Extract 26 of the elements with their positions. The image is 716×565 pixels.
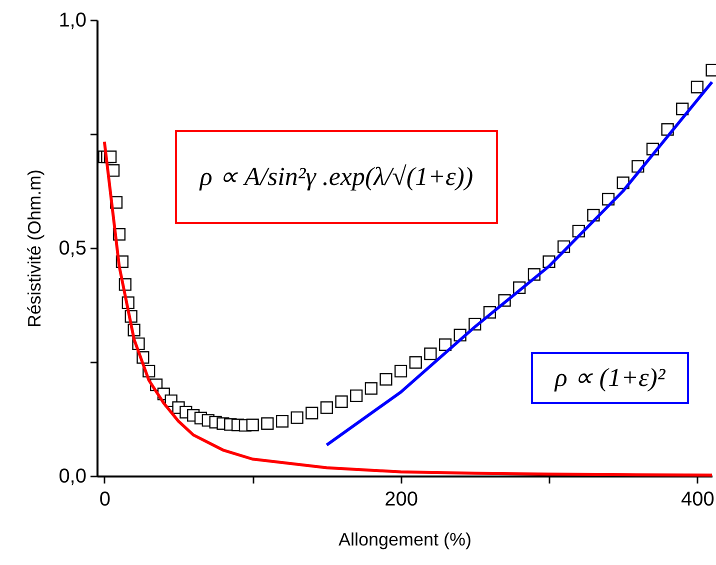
annotation: ρ ∝ (1+ε)² xyxy=(554,363,666,392)
x-axis-title: Allongement (%) xyxy=(338,530,472,550)
line-series xyxy=(102,140,714,477)
y-axis-title: Résistivité (Ohm.m) xyxy=(24,169,45,328)
point xyxy=(290,411,304,424)
point xyxy=(306,406,318,420)
y-tick-label: 0,5 xyxy=(58,238,86,260)
point xyxy=(335,395,348,408)
point xyxy=(690,80,704,94)
y-tick-label: 1,0 xyxy=(58,10,86,32)
x-tick-label: 400 xyxy=(680,488,714,510)
x-tick-label: 200 xyxy=(384,488,418,510)
point xyxy=(261,417,274,430)
point xyxy=(246,418,259,432)
point xyxy=(409,356,422,369)
point xyxy=(394,364,408,378)
point xyxy=(350,389,363,402)
annotation: ρ ∝ A/sin²γ .exp(λ/√(1+ε)) xyxy=(198,162,474,191)
point xyxy=(364,382,378,395)
point xyxy=(424,347,437,360)
y-tick-label: 0,0 xyxy=(58,466,86,488)
x-tick-label: 0 xyxy=(99,488,110,510)
point xyxy=(380,373,392,386)
point xyxy=(320,401,333,414)
point xyxy=(276,414,289,428)
line-series xyxy=(325,80,714,446)
